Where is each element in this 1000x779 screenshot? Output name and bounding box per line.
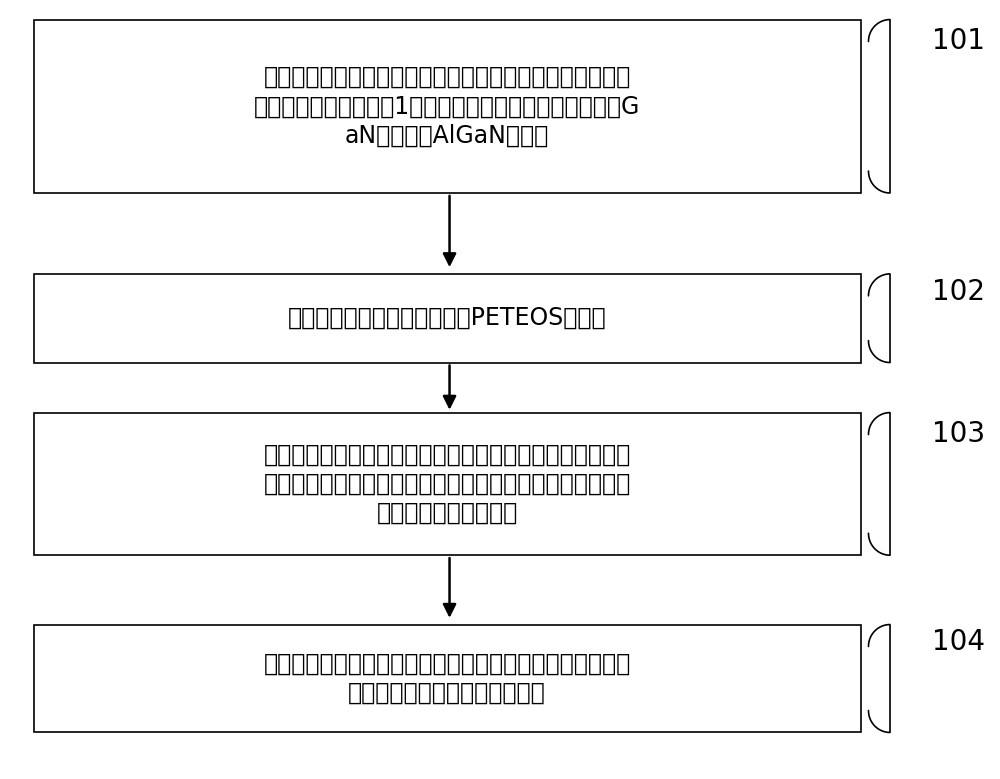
Text: 部分所述衬底为止，形成穿通孔，其中，所述第二区域与所: 部分所述衬底为止，形成穿通孔，其中，所述第二区域与所 xyxy=(263,472,631,496)
Text: 102: 102 xyxy=(932,278,985,305)
Text: ，形成所述氮化镓场效应晶体管: ，形成所述氮化镓场效应晶体管 xyxy=(348,681,546,705)
Text: aN缓冲层和AlGaN势垒层: aN缓冲层和AlGaN势垒层 xyxy=(345,124,549,147)
Text: 在所述器件的表面上淀积金属层，并对所述金属层进行刻蚀: 在所述器件的表面上淀积金属层，并对所述金属层进行刻蚀 xyxy=(263,652,631,676)
Text: 在器件的第一区域上制作晶体管的欧姆接触电极和栅极，其: 在器件的第一区域上制作晶体管的欧姆接触电极和栅极，其 xyxy=(263,65,631,89)
Text: 104: 104 xyxy=(932,629,985,657)
Bar xyxy=(34,19,861,193)
Text: 述第一区域的交集为空: 述第一区域的交集为空 xyxy=(376,501,518,525)
Bar xyxy=(34,413,861,555)
Text: 在所述器件的第二区域上对所述器件进行刻蚀，直至刻蚀掉: 在所述器件的第二区域上对所述器件进行刻蚀，直至刻蚀掉 xyxy=(263,442,631,467)
Text: 101: 101 xyxy=(932,27,985,55)
Bar xyxy=(34,274,861,362)
Text: 103: 103 xyxy=(932,421,985,449)
Text: 在所述器件的表面上淀积第一PETEOS氧化层: 在所述器件的表面上淀积第一PETEOS氧化层 xyxy=(288,306,606,330)
Bar xyxy=(34,625,861,732)
Text: 中，所述器件包括衬底1以及依次生长在所述衬底表面上的G: 中，所述器件包括衬底1以及依次生长在所述衬底表面上的G xyxy=(254,94,640,118)
